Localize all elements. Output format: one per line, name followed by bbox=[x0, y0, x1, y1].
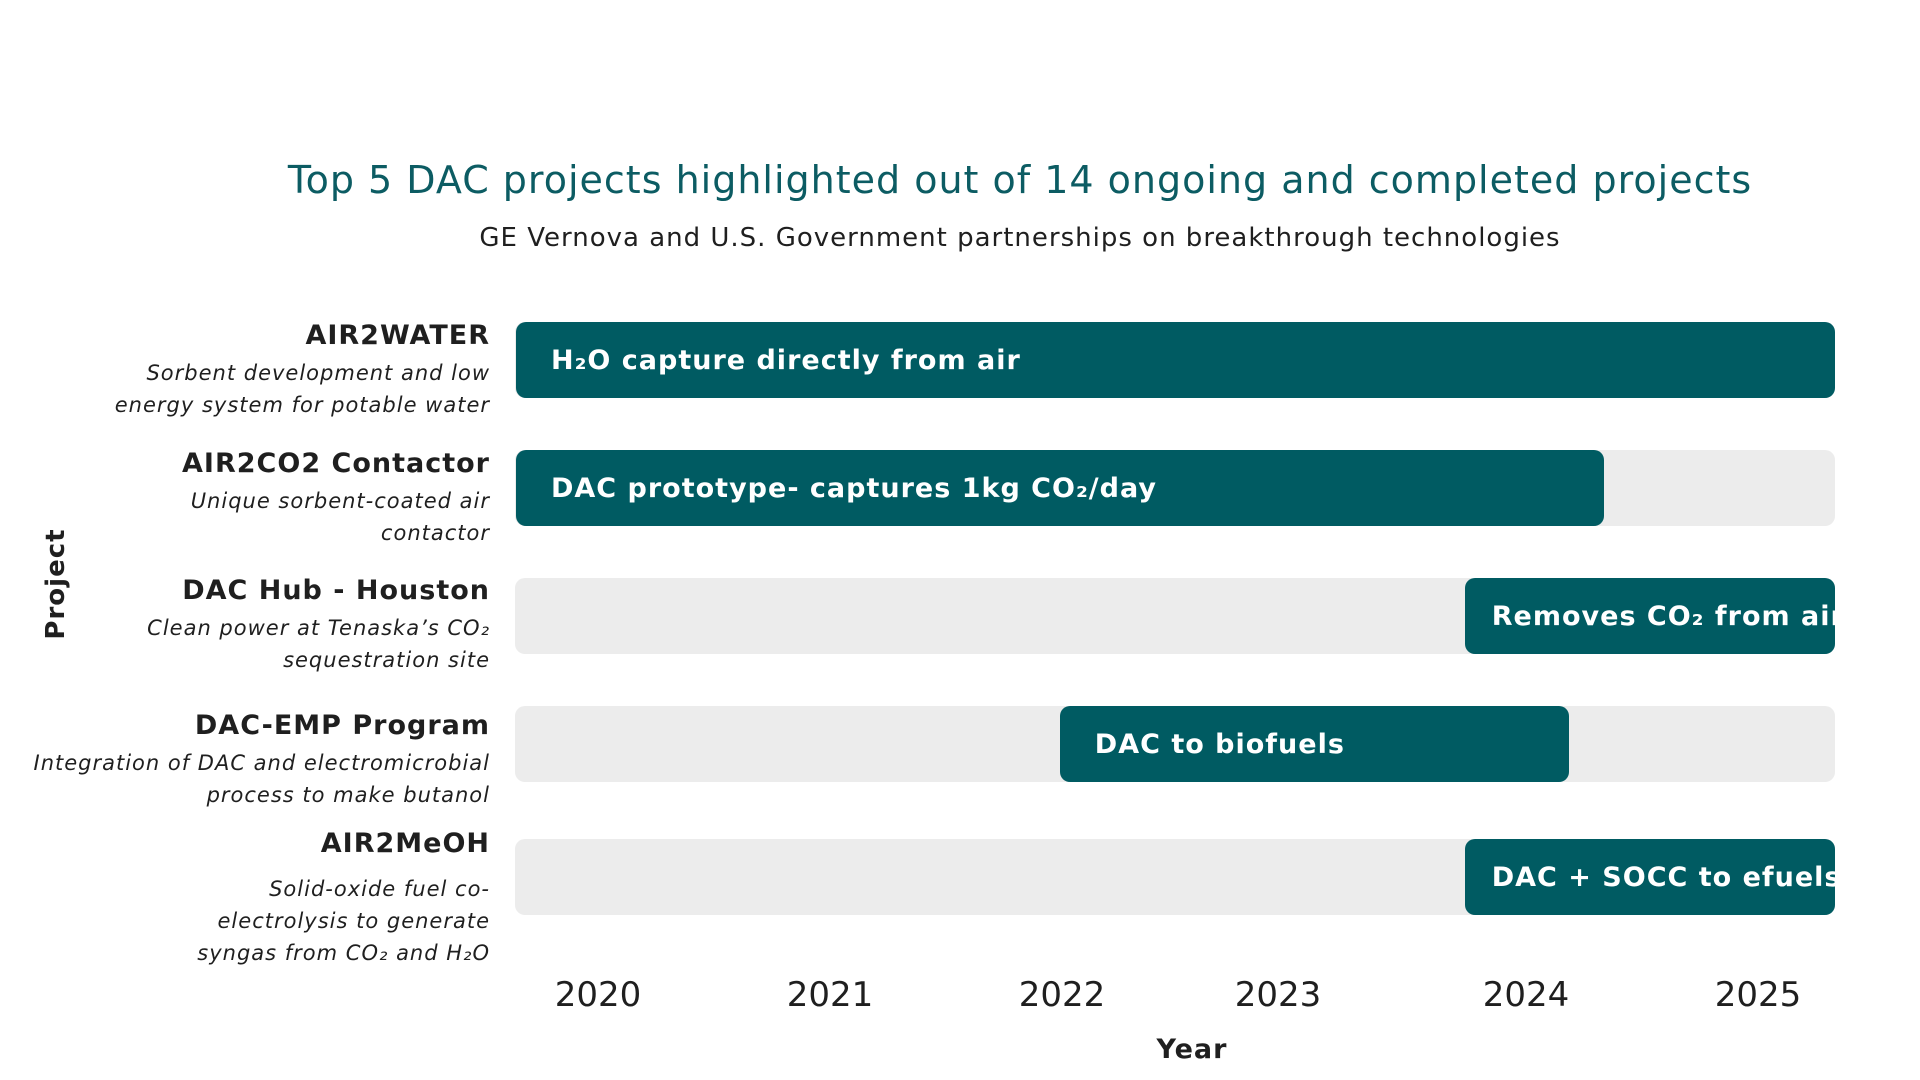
project-description: Solid-oxide fuel co-electrolysis to gene… bbox=[197, 877, 490, 965]
bar-label: H₂O capture directly from air bbox=[551, 344, 1021, 376]
project-description: Integration of DAC and electromicrobial … bbox=[33, 751, 490, 807]
x-tick-label: 2020 bbox=[554, 975, 642, 1015]
project-name: AIR2WATER bbox=[305, 320, 490, 351]
bar-label: DAC + SOCC to efuels bbox=[1491, 861, 1842, 893]
project-name: AIR2CO2 Contactor bbox=[182, 448, 490, 479]
x-axis-label: Year bbox=[1156, 1034, 1228, 1065]
gantt-bar-air2meoh: DAC + SOCC to efuels bbox=[1464, 839, 1841, 915]
bar-label: DAC to biofuels bbox=[1094, 728, 1345, 760]
project-name: DAC Hub - Houston bbox=[182, 575, 490, 606]
bar-label: DAC prototype- captures 1kg CO₂/day bbox=[551, 472, 1157, 504]
x-tick-label: 2021 bbox=[786, 975, 874, 1015]
x-tick-label: 2025 bbox=[1714, 975, 1802, 1015]
chart-title: Top 5 DAC projects highlighted out of 14… bbox=[287, 158, 1753, 202]
project-description: Sorbent development and low energy syste… bbox=[114, 361, 490, 417]
gantt-bar-air2co2: DAC prototype- captures 1kg CO₂/day bbox=[516, 450, 1604, 526]
x-tick-label: 2023 bbox=[1234, 975, 1322, 1015]
project-description: Clean power at Tenaska’s CO₂ sequestrati… bbox=[147, 616, 490, 672]
bar-label: Removes CO₂ from air bbox=[1491, 600, 1845, 632]
project-label-air2co2: AIR2CO2 Contactor Unique sorbent-coated … bbox=[20, 448, 490, 549]
chart-subtitle: GE Vernova and U.S. Government partnersh… bbox=[479, 223, 1561, 253]
project-description: Unique sorbent-coated air contactor bbox=[190, 489, 490, 545]
project-label-dac-emp: DAC-EMP Program Integration of DAC and e… bbox=[20, 710, 490, 811]
x-tick-label: 2024 bbox=[1482, 975, 1570, 1015]
project-label-air2water: AIR2WATER Sorbent development and low en… bbox=[20, 320, 490, 421]
x-tick-label: 2022 bbox=[1018, 975, 1106, 1015]
project-name: DAC-EMP Program bbox=[194, 710, 490, 741]
project-name: AIR2MeOH bbox=[320, 828, 490, 859]
project-label-air2meoh: AIR2MeOH Solid-oxide fuel co-electrolysi… bbox=[20, 828, 490, 969]
gantt-bar-dac-emp: DAC to biofuels bbox=[1059, 706, 1569, 782]
gantt-bar-air2water: H₂O capture directly from air bbox=[516, 322, 1835, 398]
project-label-dac-hub: DAC Hub - Houston Clean power at Tenaska… bbox=[20, 575, 490, 676]
gantt-bar-dac-hub: Removes CO₂ from air bbox=[1464, 578, 1844, 654]
